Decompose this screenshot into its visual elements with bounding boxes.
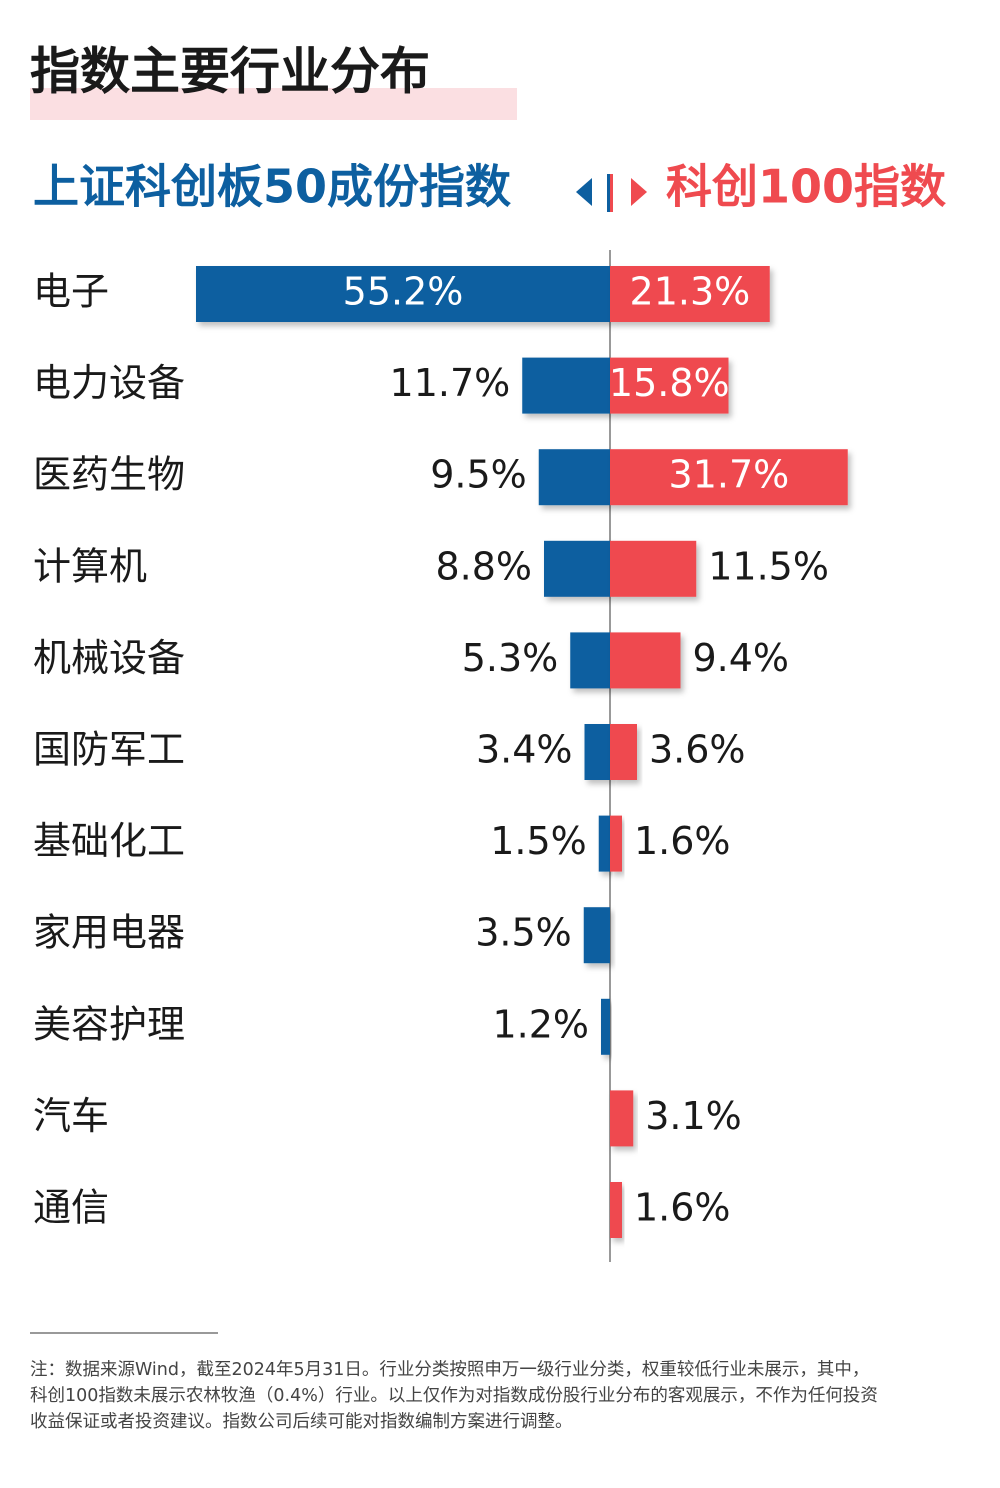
legend-divider [610, 174, 613, 212]
value-label: 55.2% [343, 270, 464, 314]
category-label: 国防军工 [33, 728, 185, 772]
bar [610, 632, 681, 689]
chart-title: 指数主要行业分布 [30, 43, 430, 101]
bar [601, 998, 610, 1055]
category-label: 汽车 [33, 1094, 109, 1138]
legend-left: 上证科创板50成份指数 [33, 160, 511, 214]
bar [538, 449, 610, 506]
value-label: 21.3% [630, 270, 751, 314]
bar [544, 540, 610, 597]
bar [610, 449, 848, 506]
value-label: 3.4% [476, 728, 573, 772]
bar [610, 540, 697, 597]
value-label: 9.4% [693, 636, 790, 680]
legend-arrow-right [631, 178, 647, 206]
value-label: 9.5% [430, 453, 527, 497]
bar [598, 815, 610, 872]
bar [570, 632, 610, 689]
category-label: 电子 [33, 270, 109, 314]
legend-arrow-left [576, 178, 592, 206]
legend-divider [607, 174, 610, 212]
footnote: 注：数据来源Wind，截至2024年5月31日。行业分类按照申万一级行业分类，权… [30, 1360, 869, 1380]
bar [610, 1090, 634, 1147]
title-highlight [30, 88, 517, 120]
value-label: 1.5% [490, 819, 587, 863]
category-label: 家用电器 [33, 911, 185, 955]
value-label: 8.8% [435, 544, 532, 588]
category-label: 基础化工 [33, 819, 185, 863]
value-label: 11.7% [390, 361, 511, 405]
value-label: 15.8% [609, 361, 730, 405]
value-label: 5.3% [462, 636, 559, 680]
bar [610, 266, 770, 322]
value-label: 1.6% [634, 1186, 731, 1230]
category-label: 机械设备 [33, 636, 185, 680]
footnote: 收益保证或者投资建议。指数公司后续可能对指数编制方案进行调整。 [30, 1412, 573, 1432]
bar [610, 1182, 622, 1238]
bar [196, 266, 610, 322]
bar [610, 357, 729, 414]
bar [610, 815, 622, 872]
value-label: 31.7% [669, 453, 790, 497]
value-label: 11.5% [708, 544, 829, 588]
category-label: 医药生物 [33, 453, 185, 497]
value-label: 3.5% [475, 911, 572, 955]
category-label: 通信 [33, 1186, 109, 1230]
category-label: 计算机 [33, 544, 147, 588]
bar [584, 724, 610, 780]
value-label: 1.6% [634, 819, 731, 863]
value-label: 3.6% [649, 728, 746, 772]
legend-right: 科创100指数 [666, 160, 946, 214]
footnote: 科创100指数未展示农林牧渔（0.4%）行业。以上仅作为对指数成份股行业分布的客… [30, 1386, 878, 1406]
bar [522, 357, 610, 414]
category-label: 电力设备 [33, 361, 185, 405]
bar [610, 724, 637, 780]
category-label: 美容护理 [33, 1002, 185, 1046]
value-label: 1.2% [492, 1002, 589, 1046]
bar [583, 907, 610, 964]
value-label: 3.1% [645, 1094, 742, 1138]
